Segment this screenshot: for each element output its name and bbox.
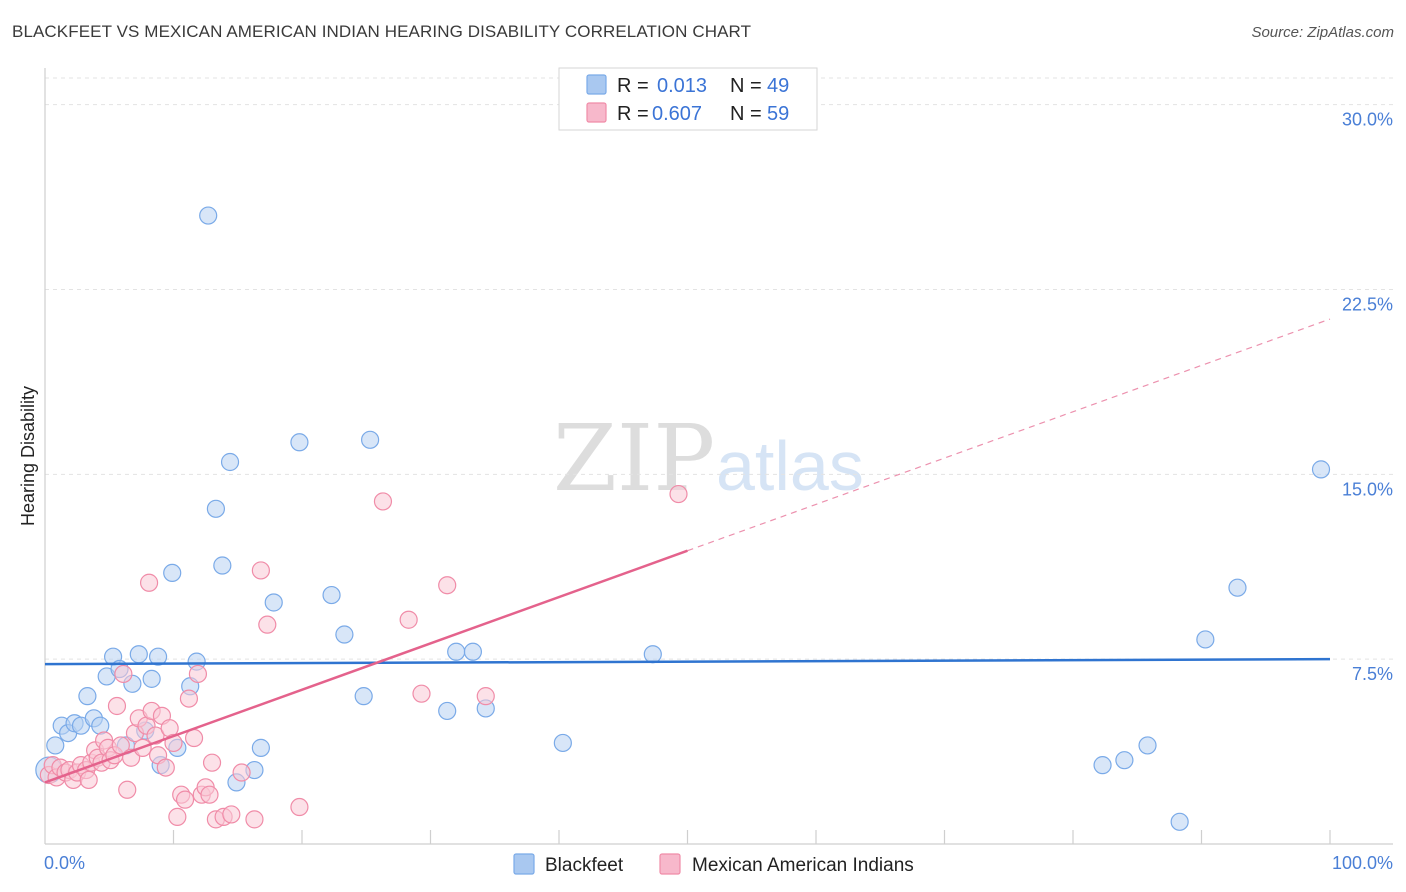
trend-line-extension-mexican-american-indians xyxy=(687,318,1331,552)
point-blackfeet xyxy=(220,452,240,472)
trend-line-mexican-american-indians xyxy=(44,549,688,784)
point-blackfeet xyxy=(354,687,373,706)
point-mexican-american-indians xyxy=(373,492,393,511)
point-blackfeet xyxy=(1093,756,1112,775)
point-blackfeet xyxy=(142,669,161,688)
point-blackfeet xyxy=(553,733,572,753)
legend-swatch-blackfeet xyxy=(586,74,607,95)
point-blackfeet xyxy=(361,430,380,449)
point-blackfeet xyxy=(1196,630,1215,649)
legend-r-label: R = xyxy=(617,103,649,125)
point-blackfeet xyxy=(206,499,226,518)
point-blackfeet xyxy=(335,625,354,644)
point-mexican-american-indians xyxy=(200,785,219,804)
legend-n-value-blackfeet: 49 xyxy=(767,75,789,97)
y-axis-label: Hearing Disability xyxy=(18,386,38,526)
trend-lines xyxy=(44,318,1331,784)
point-blackfeet xyxy=(1228,578,1247,597)
point-blackfeet xyxy=(163,563,182,583)
point-mexican-american-indians xyxy=(399,610,418,629)
legend-n-value-mexican-american-indians: 59 xyxy=(767,103,789,125)
watermark: ZIP atlas xyxy=(553,405,864,512)
y-tick-labels: 7.5% 15.0% 22.5% 30.0% xyxy=(1342,110,1393,685)
point-blackfeet xyxy=(290,433,309,452)
point-mexican-american-indians xyxy=(232,763,251,782)
chart-title: BLACKFEET VS MEXICAN AMERICAN INDIAN HEA… xyxy=(12,22,752,41)
legend-r-value-mexican-american-indians: 0.607 xyxy=(652,103,702,125)
y-tick-label: 7.5% xyxy=(1352,664,1393,684)
series-points xyxy=(35,206,1331,831)
point-blackfeet xyxy=(251,738,270,757)
bottom-legend-swatch-blackfeet xyxy=(513,853,535,875)
point-blackfeet xyxy=(322,585,341,605)
x-axis-ticks xyxy=(172,830,1331,844)
point-mexican-american-indians xyxy=(245,810,264,829)
point-blackfeet xyxy=(643,645,662,664)
y-tick-label: 30.0% xyxy=(1342,110,1393,130)
point-mexican-american-indians xyxy=(156,758,175,777)
y-tick-label: 22.5% xyxy=(1342,294,1393,314)
point-blackfeet xyxy=(463,642,483,661)
correlation-legend: R = 0.013 N = 49 R = 0.607 N = 59 xyxy=(558,67,818,131)
point-mexican-american-indians xyxy=(188,664,208,684)
point-mexican-american-indians xyxy=(168,807,187,826)
legend-n-label: N = xyxy=(730,75,762,97)
trend-line-blackfeet xyxy=(44,657,1331,666)
series-legend: Blackfeet Mexican American Indians xyxy=(513,853,914,876)
point-mexican-american-indians xyxy=(222,805,241,824)
point-blackfeet xyxy=(447,642,466,661)
point-blackfeet xyxy=(1170,812,1189,831)
grid-lines xyxy=(45,77,1393,660)
point-mexican-american-indians xyxy=(251,561,270,580)
bottom-legend-label-mexican-american-indians: Mexican American Indians xyxy=(692,855,914,876)
point-mexican-american-indians xyxy=(669,484,688,504)
point-blackfeet xyxy=(129,645,148,664)
point-mexican-american-indians xyxy=(107,696,127,716)
point-mexican-american-indians xyxy=(412,684,431,703)
point-blackfeet xyxy=(78,687,97,706)
point-mexican-american-indians xyxy=(438,576,457,595)
point-blackfeet xyxy=(213,556,232,575)
x-tick-label-min: 0.0% xyxy=(44,853,85,873)
legend-r-value-blackfeet: 0.013 xyxy=(657,75,707,97)
point-blackfeet xyxy=(1311,460,1331,479)
point-mexican-american-indians xyxy=(179,689,199,708)
legend-r-label: R = xyxy=(617,75,649,97)
point-blackfeet xyxy=(1138,736,1157,755)
point-mexican-american-indians xyxy=(175,790,195,809)
point-blackfeet xyxy=(148,647,168,666)
point-mexican-american-indians xyxy=(202,753,222,772)
point-mexican-american-indians xyxy=(258,615,277,634)
point-mexican-american-indians xyxy=(79,770,98,790)
point-mexican-american-indians xyxy=(114,664,133,684)
x-tick-label-max: 100.0% xyxy=(1332,853,1393,873)
point-blackfeet xyxy=(199,206,218,225)
watermark-atlas: atlas xyxy=(716,427,864,505)
point-blackfeet xyxy=(264,593,283,612)
legend-n-label: N = xyxy=(730,103,762,125)
chart-source: Source: ZipAtlas.com xyxy=(1251,24,1394,41)
legend-swatch-mexican-american-indians xyxy=(586,102,607,123)
point-blackfeet xyxy=(46,736,65,755)
point-blackfeet xyxy=(1115,751,1134,770)
point-mexican-american-indians xyxy=(139,573,159,592)
point-mexican-american-indians xyxy=(476,687,495,706)
point-blackfeet xyxy=(438,701,457,721)
point-mexican-american-indians xyxy=(118,780,137,799)
watermark-zip: ZIP xyxy=(553,405,715,512)
point-mexican-american-indians xyxy=(290,797,309,817)
bottom-legend-swatch-mexican-american-indians xyxy=(659,853,681,875)
bottom-legend-label-blackfeet: Blackfeet xyxy=(545,855,624,876)
y-tick-label: 15.0% xyxy=(1342,479,1393,499)
